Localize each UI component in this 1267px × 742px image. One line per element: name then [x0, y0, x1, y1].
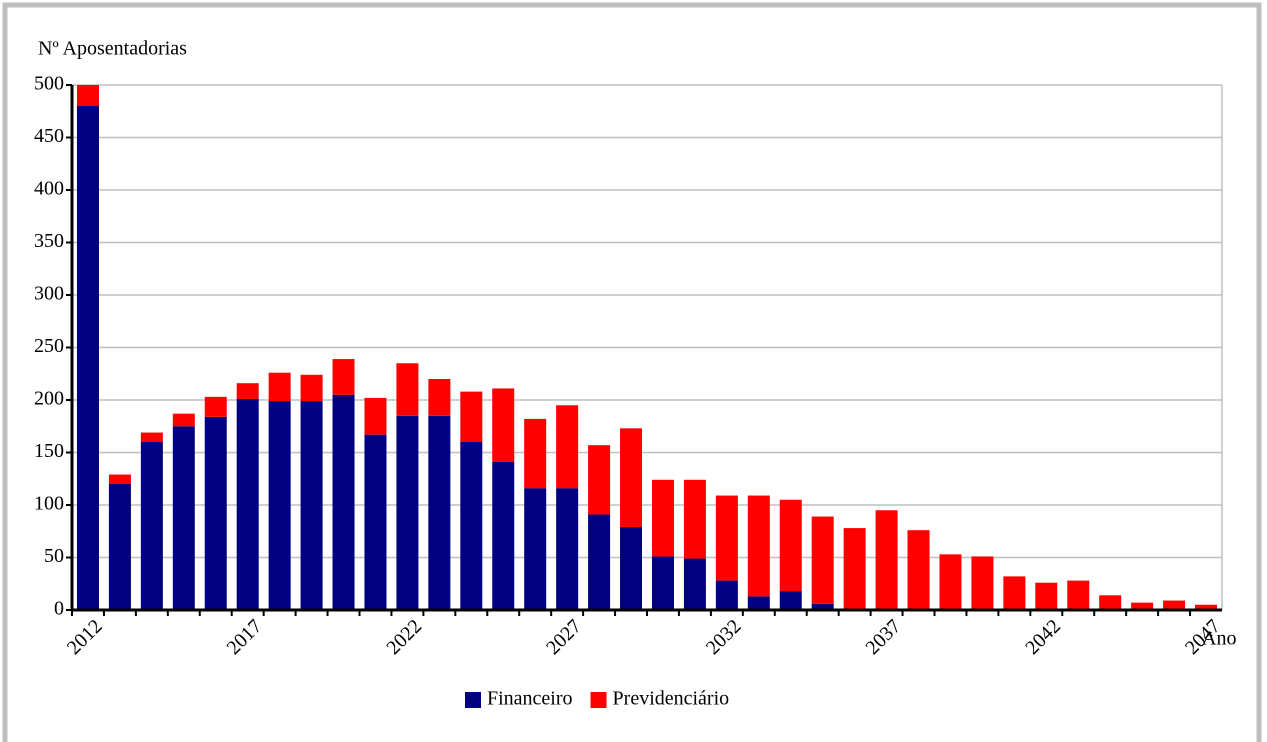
bar-segment: [76, 85, 99, 106]
bar-segment: [300, 401, 323, 610]
y-tick-label: 450: [34, 125, 64, 147]
bar-segment: [811, 603, 834, 610]
bar-segment: [747, 596, 770, 610]
bar-segment: [939, 554, 962, 610]
bar-segment: [683, 479, 706, 559]
y-tick-label: 100: [34, 493, 64, 515]
bar-segment: [715, 580, 738, 610]
bar-segment: [172, 426, 195, 610]
y-tick-label: 500: [34, 73, 64, 95]
bar-segment: [396, 363, 419, 416]
bar-segment: [620, 428, 643, 528]
bar-segment: [907, 530, 930, 610]
legend-label: Financeiro: [487, 688, 573, 710]
bar-segment: [268, 401, 291, 610]
bar-segment: [1099, 595, 1122, 610]
bar-segment: [811, 516, 834, 604]
bar-segment: [556, 488, 579, 610]
bar-segment: [140, 442, 163, 610]
bar-segment: [300, 374, 323, 402]
bar-segment: [332, 359, 355, 395]
bar-segment: [332, 394, 355, 610]
x-axis-label: Ano: [1202, 628, 1236, 650]
bar-segment: [460, 391, 483, 442]
bar-segment: [428, 415, 451, 610]
legend-label: Previdenciário: [613, 688, 730, 710]
bar-segment: [875, 510, 898, 610]
bar-segment: [779, 499, 802, 592]
y-tick-label: 150: [34, 440, 64, 462]
bar-segment: [747, 495, 770, 597]
y-tick-label: 50: [44, 545, 64, 567]
y-tick-label: 250: [34, 335, 64, 357]
legend-swatch: [590, 692, 607, 708]
bar-segment: [76, 106, 99, 610]
bar-segment: [460, 442, 483, 610]
legend-swatch: [465, 692, 481, 708]
bar-segment: [971, 556, 994, 610]
y-tick-label: 0: [54, 598, 64, 620]
bar-segment: [236, 383, 259, 399]
bar-segment: [524, 488, 547, 610]
y-tick-label: 400: [34, 178, 64, 200]
bar-segment: [1163, 600, 1186, 610]
bar-segment: [556, 405, 579, 489]
bar-segment: [492, 388, 515, 462]
bar-segment: [651, 479, 674, 557]
bar-segment: [172, 413, 195, 427]
bar-segment: [364, 397, 387, 435]
bar-segment: [1131, 602, 1154, 610]
bar-segment: [204, 416, 227, 610]
y-tick-label: 350: [34, 230, 64, 252]
bar-segment: [204, 396, 227, 417]
bar-segment: [524, 418, 547, 489]
bar-segment: [268, 372, 291, 402]
bar-segment: [364, 434, 387, 610]
bar-segment: [428, 379, 451, 416]
y-axis-label: Nº Aposentadorias: [38, 38, 187, 60]
bar-segment: [588, 445, 611, 515]
bar-segment: [1035, 582, 1058, 610]
bar-segment: [396, 415, 419, 610]
bar-segment: [140, 432, 163, 442]
bar-segment: [843, 528, 866, 610]
bar-segment: [108, 484, 131, 610]
bar-segment: [1195, 604, 1218, 610]
bar-segment: [108, 474, 131, 484]
bar-segment: [236, 398, 259, 610]
bar-segment: [683, 558, 706, 610]
bar-segment: [588, 514, 611, 610]
bar-segment: [492, 461, 515, 610]
y-tick-label: 200: [34, 388, 64, 410]
bar-segment: [1003, 576, 1026, 610]
bar-segment: [715, 495, 738, 581]
bar-segment: [620, 527, 643, 610]
y-tick-label: 300: [34, 283, 64, 305]
bar-segment: [779, 591, 802, 610]
bar-segment: [1067, 580, 1090, 610]
bar-segment: [651, 556, 674, 610]
